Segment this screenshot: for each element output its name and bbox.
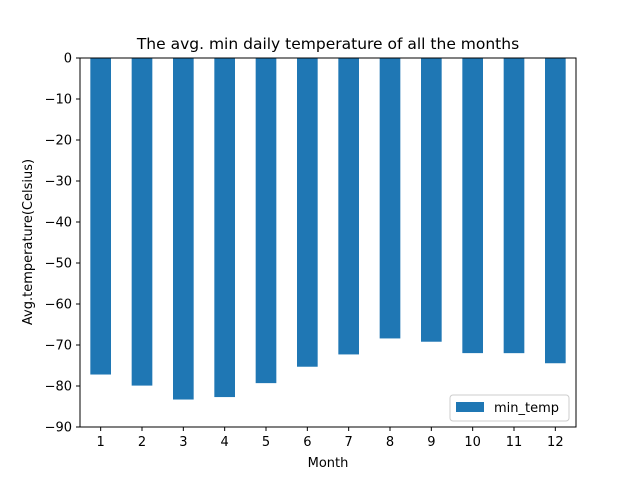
y-tick-label: −50 [45, 257, 72, 272]
bar-month-11 [503, 58, 525, 354]
x-tick-label: 10 [464, 435, 481, 450]
x-axis: 1 2 3 4 5 6 7 8 9 10 11 12 [97, 427, 564, 450]
bar-month-9 [421, 58, 442, 342]
bars-group [90, 58, 566, 400]
legend: min_temp [449, 394, 570, 422]
bar-month-4 [214, 58, 235, 398]
bar-month-8 [379, 58, 401, 339]
y-tick-label: −80 [45, 380, 72, 395]
legend-swatch [456, 402, 484, 412]
bar-month-7 [338, 58, 359, 355]
x-tick-label: 1 [97, 435, 105, 450]
x-tick-label: 3 [179, 435, 187, 450]
bar-month-12 [545, 58, 566, 364]
y-tick-label: −40 [45, 216, 72, 231]
legend-label: min_temp [494, 401, 559, 416]
y-tick-label: −70 [45, 339, 72, 354]
x-tick-label: 4 [221, 435, 229, 450]
legend-box [449, 394, 570, 422]
x-tick-label: 8 [386, 435, 394, 450]
bar-month-5 [255, 58, 277, 384]
x-tick-label: 12 [547, 435, 564, 450]
x-tick-label: 11 [506, 435, 523, 450]
x-tick-label: 5 [262, 435, 270, 450]
y-tick-label: 0 [64, 52, 72, 67]
x-tick-label: 2 [138, 435, 146, 450]
x-tick-label: 6 [303, 435, 311, 450]
y-tick-label: −60 [45, 298, 72, 313]
y-tick-label: −10 [45, 93, 72, 108]
bar-month-3 [173, 58, 194, 400]
y-tick-label: −90 [45, 421, 72, 436]
y-tick-label: −20 [45, 134, 72, 149]
x-tick-label: 7 [345, 435, 353, 450]
x-axis-title: Month [308, 456, 349, 471]
bar-month-10 [462, 58, 483, 354]
bar-month-2 [131, 58, 153, 386]
y-axis-title: Avg.temperature(Celsius) [21, 159, 36, 325]
plot-frame [79, 57, 577, 428]
y-tick-label: −30 [45, 175, 72, 190]
bar-month-6 [297, 58, 318, 367]
chart-title: The avg. min daily temperature of all th… [136, 35, 519, 53]
x-tick-label: 9 [427, 435, 435, 450]
y-axis: 0 −10 −20 −30 −40 −50 −60 −70 −80 −90 [45, 52, 80, 436]
bar-month-1 [90, 58, 111, 375]
